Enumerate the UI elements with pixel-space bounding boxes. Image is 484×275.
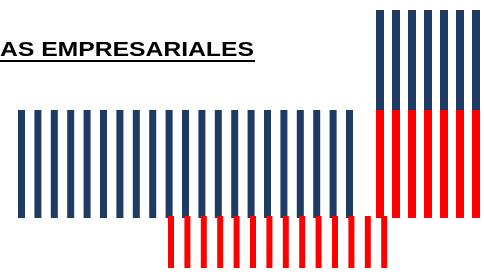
stripe (316, 216, 322, 268)
stripe (456, 10, 464, 110)
stripe (182, 110, 189, 218)
stripe (283, 216, 289, 268)
stripe (264, 110, 271, 218)
stripe (116, 110, 123, 218)
stripe (472, 110, 480, 218)
stripe (330, 110, 337, 218)
stripe (299, 216, 305, 268)
stripe (332, 216, 338, 268)
stripe (201, 216, 207, 268)
stripe (67, 110, 74, 218)
stripe (18, 110, 25, 218)
stripe (297, 110, 304, 218)
stripe (231, 110, 238, 218)
logo-graphic: AS EMPRESARIALES (0, 0, 484, 275)
stripe (51, 110, 58, 218)
stripe (381, 216, 387, 268)
stripe (198, 110, 205, 218)
stripe (234, 216, 240, 268)
stripe (440, 10, 448, 110)
stripe (250, 216, 256, 268)
stripe (280, 110, 287, 218)
stripe (248, 110, 255, 218)
stripe (346, 110, 353, 218)
title: AS EMPRESARIALES (0, 39, 254, 61)
stripe (424, 110, 432, 218)
stripe (392, 110, 400, 218)
stripe (215, 110, 222, 218)
stripe (313, 110, 320, 218)
stripe (408, 110, 416, 218)
stripe (149, 110, 156, 218)
stripe (376, 10, 384, 110)
stripe (166, 110, 173, 218)
stripe (133, 110, 140, 218)
stripe (424, 10, 432, 110)
stripe (184, 216, 190, 268)
stripe (472, 10, 480, 110)
stripe (456, 110, 464, 218)
stripe (266, 216, 272, 268)
stripe (408, 10, 416, 110)
stripe (84, 110, 91, 218)
stripe (392, 10, 400, 110)
stripe (365, 216, 371, 268)
stripe (217, 216, 223, 268)
stripe (34, 110, 41, 218)
stripe (168, 216, 174, 268)
stripe (348, 216, 354, 268)
stripe (376, 110, 384, 218)
stripe (100, 110, 107, 218)
stripe (440, 110, 448, 218)
